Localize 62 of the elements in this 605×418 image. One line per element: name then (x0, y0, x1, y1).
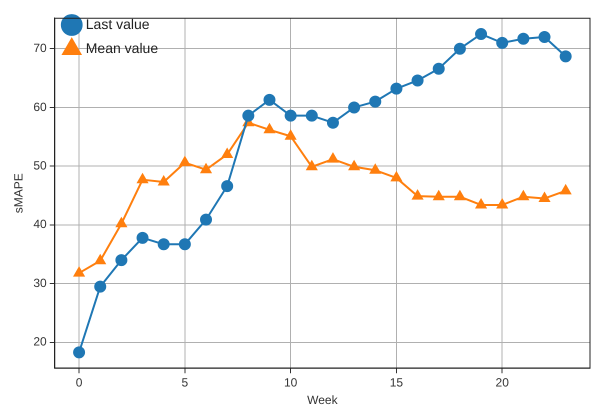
point (285, 130, 296, 140)
point (158, 238, 170, 250)
x-tick-label: 5 (182, 376, 189, 390)
point (222, 148, 232, 158)
point (94, 280, 106, 293)
point (348, 101, 360, 114)
y-axis-title: sMAPE (12, 173, 26, 214)
point (180, 156, 190, 166)
point (115, 254, 128, 266)
y-tick-label: 60 (33, 100, 48, 114)
y-tick-label: 50 (33, 158, 48, 172)
point (348, 160, 360, 170)
point (369, 96, 382, 108)
point (200, 214, 212, 226)
point (432, 62, 445, 75)
point (178, 238, 191, 250)
point (391, 172, 402, 182)
y-tick-label: 70 (33, 41, 48, 56)
point (390, 82, 402, 95)
point (264, 124, 275, 134)
point (476, 198, 486, 208)
point (560, 50, 572, 62)
point (136, 232, 149, 244)
point (284, 110, 297, 122)
point (200, 164, 212, 174)
point (454, 42, 466, 55)
point (242, 110, 254, 122)
point (560, 184, 571, 194)
x-tick-label: 0 (76, 376, 83, 390)
y-tick-label: 30 (33, 276, 48, 290)
legend-label: Mean value (86, 40, 158, 56)
point (137, 174, 148, 184)
x-tick-label: 20 (496, 376, 510, 390)
y-tick-label: 20 (33, 334, 48, 349)
point (263, 94, 276, 106)
point (94, 254, 106, 264)
x-tick-label: 10 (284, 376, 298, 390)
point (496, 36, 508, 49)
x-axis-title: Week (307, 393, 339, 408)
y-tick-label: 40 (33, 217, 48, 232)
point (475, 28, 488, 40)
point (306, 110, 318, 122)
point (306, 160, 318, 170)
point (412, 190, 423, 200)
point (539, 192, 550, 202)
point (326, 116, 339, 129)
point (496, 198, 508, 208)
point (454, 190, 466, 200)
point (538, 30, 551, 43)
point (412, 74, 424, 86)
x-tick-label: 15 (390, 376, 404, 390)
point (433, 190, 444, 200)
legend-label: Last value (86, 16, 150, 32)
point (74, 267, 84, 277)
point (517, 32, 530, 45)
point (116, 218, 127, 228)
point (518, 190, 529, 200)
point (158, 176, 170, 186)
point (221, 180, 234, 192)
point (328, 153, 338, 163)
point (73, 346, 86, 358)
point (370, 164, 381, 174)
